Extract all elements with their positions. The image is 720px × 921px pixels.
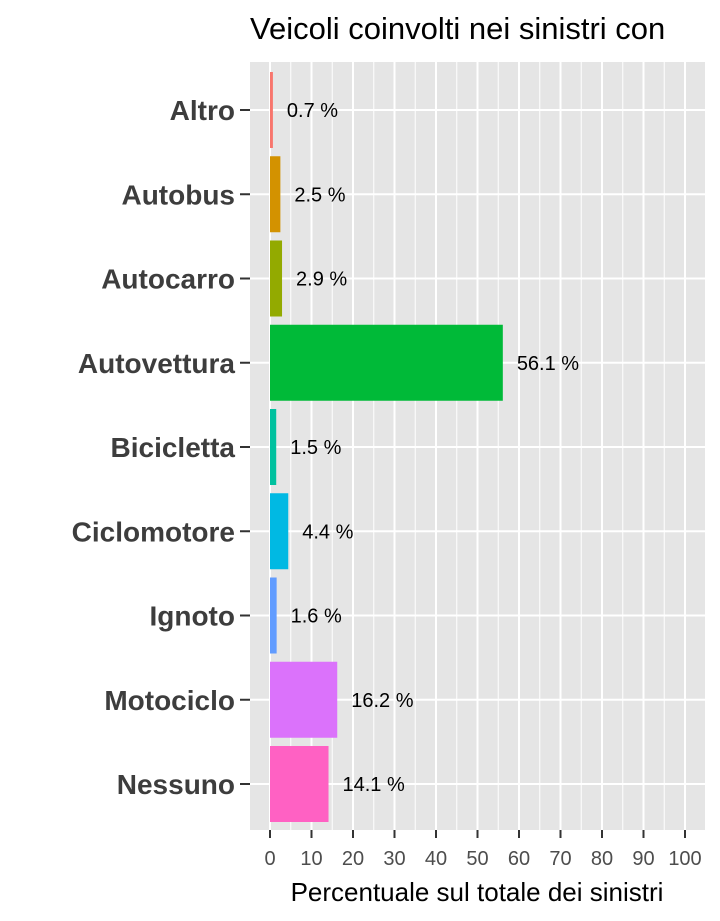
data-label: 14.1 %: [343, 774, 405, 796]
bars: [270, 72, 503, 822]
x-axis-title: Percentuale sul totale dei sinistri: [291, 877, 664, 907]
chart-title: Veicoli coinvolti nei sinistri con: [250, 11, 665, 46]
data-label: 16.2 %: [351, 690, 413, 712]
data-label: 2.5 %: [294, 184, 345, 206]
category-label: Autobus: [121, 179, 235, 210]
x-tick-label: 100: [668, 848, 701, 870]
data-label: 1.5 %: [290, 437, 341, 459]
value-labels: 0.7 % 2.5 % 2.9 % 56.1 % 1.5 % 4.4 % 1.6 % 16.2…: [287, 100, 579, 796]
x-tick-label: 30: [383, 848, 405, 870]
x-tick-label: 80: [591, 848, 613, 870]
x-tick-label: 10: [300, 848, 322, 870]
x-tick-label: 70: [549, 848, 571, 870]
category-label: Nessuno: [117, 769, 235, 800]
x-axis: 0 10 20 30 40 50 60 70 80 90 100: [264, 830, 702, 870]
x-tick-label: 20: [342, 848, 364, 870]
data-label: 56.1 %: [517, 353, 579, 375]
bar-autovettura: [270, 324, 503, 401]
data-label: 2.9 %: [296, 269, 347, 291]
bar-bicicletta: [270, 409, 277, 485]
category-label: Altro: [170, 95, 235, 126]
bar-altro: [270, 72, 273, 148]
category-label: Bicicletta: [111, 432, 236, 463]
y-axis: Altro Autobus Autocarro Autovettura Biciclet…: [72, 95, 250, 800]
bar-nessuno: [270, 746, 329, 822]
bar-autobus: [270, 156, 281, 233]
category-label: Ignoto: [149, 601, 235, 632]
x-tick-label: 60: [508, 848, 530, 870]
x-tick-label: 40: [425, 848, 447, 870]
bar-ignoto: [270, 577, 277, 654]
data-label: 0.7 %: [287, 100, 338, 122]
x-tick-label: 90: [632, 848, 654, 870]
category-label: Autovettura: [78, 348, 236, 379]
category-label: Ciclomotore: [72, 516, 235, 547]
x-tick-label: 50: [466, 848, 488, 870]
x-tick-label: 0: [264, 848, 275, 870]
data-label: 1.6 %: [291, 606, 342, 628]
category-label: Autocarro: [101, 264, 235, 295]
bar-ciclomotore: [270, 493, 289, 570]
data-label: 4.4 %: [302, 521, 353, 543]
bar-autocarro: [270, 240, 283, 317]
bar-motociclo: [270, 661, 338, 738]
category-label: Motociclo: [104, 685, 235, 716]
